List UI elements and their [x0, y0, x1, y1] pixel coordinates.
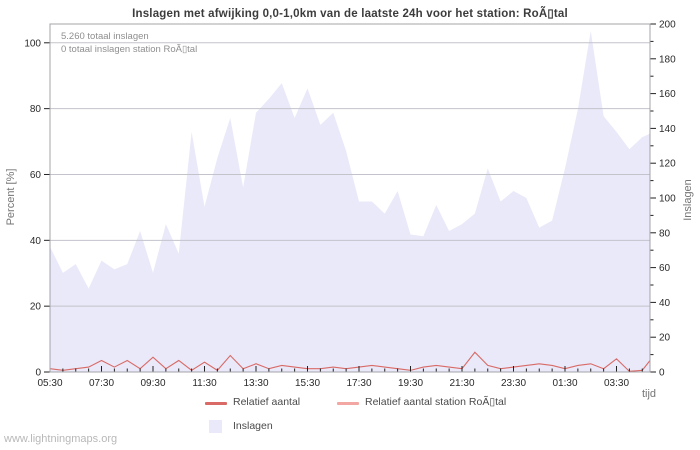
line-relatief-aantal [49, 351, 651, 372]
x-axis-title: tijd [642, 388, 656, 400]
legend-swatch-relatief-aantal-station [337, 402, 359, 405]
x-tick-label: 21:30 [449, 378, 474, 389]
x-tick-label: 11:30 [192, 378, 217, 389]
x-tick-label: 01:30 [552, 378, 577, 389]
right-axis-title: Inslagen [682, 179, 694, 221]
y-left-tick-label: 80 [30, 104, 42, 115]
legend-label-inslagen: Inslagen [233, 420, 273, 432]
y-right-tick-label: 180 [659, 54, 676, 65]
legend-swatch-inslagen [209, 420, 222, 433]
y-right-tick-label: 100 [659, 194, 676, 205]
y-right-tick-label: 40 [659, 298, 671, 309]
x-tick-label: 09:30 [140, 378, 165, 389]
x-tick-label: 03:30 [604, 378, 629, 389]
legend-label-relatief-aantal: Relatief aantal [233, 396, 301, 408]
watermark-text: www.lightningmaps.org [4, 433, 118, 445]
annotation-total-inslagen: 5.260 totaal inslagen [61, 31, 149, 42]
x-tick-label: 13:30 [243, 378, 268, 389]
x-tick-label: 05:30 [37, 378, 62, 389]
x-tick-label: 23:30 [501, 378, 526, 389]
y-right-tick-label: 160 [659, 89, 676, 100]
y-left-tick-label: 20 [30, 302, 42, 313]
y-left-tick-label: 100 [24, 38, 41, 49]
legend-label-relatief-aantal-station: Relatief aantal station RoÃ▯tal [365, 396, 507, 408]
x-tick-label: 15:30 [295, 378, 320, 389]
chart-plot-area: 05:30 07:30 09:30 11:30 13:30 15:30 17:30 19:30… [5, 20, 694, 401]
plot-frame [49, 23, 651, 373]
y-left-tick-label: 0 [35, 368, 41, 379]
y-right-tick-label: 20 [659, 333, 671, 344]
y-right-tick-label: 60 [659, 263, 671, 274]
chart-canvas: 05:30 07:30 09:30 11:30 13:30 15:30 17:30 19:30… [5, 20, 694, 401]
y-right-tick-label: 0 [659, 368, 665, 379]
y-right-tick-label: 140 [659, 124, 676, 135]
x-tick-label: 19:30 [398, 378, 423, 389]
x-tick-label: 17:30 [346, 378, 371, 389]
chart-title: Inslagen met afwijking 0,0-1,0km van de … [132, 8, 568, 20]
y-right-tick-label: 80 [659, 228, 671, 239]
y-left-tick-label: 60 [30, 170, 42, 181]
y-right-tick-label: 120 [659, 159, 676, 170]
x-tick-label: 07:30 [89, 378, 114, 389]
legend-swatch-relatief-aantal [205, 402, 227, 405]
annotation-station-total: 0 totaal inslagen station RoÃ▯tal [61, 44, 197, 55]
y-right-tick-label: 200 [659, 20, 676, 31]
y-left-tick-label: 40 [30, 236, 42, 247]
left-axis-title: Percent [%] [5, 169, 17, 226]
area-series-inslagen [50, 30, 650, 373]
